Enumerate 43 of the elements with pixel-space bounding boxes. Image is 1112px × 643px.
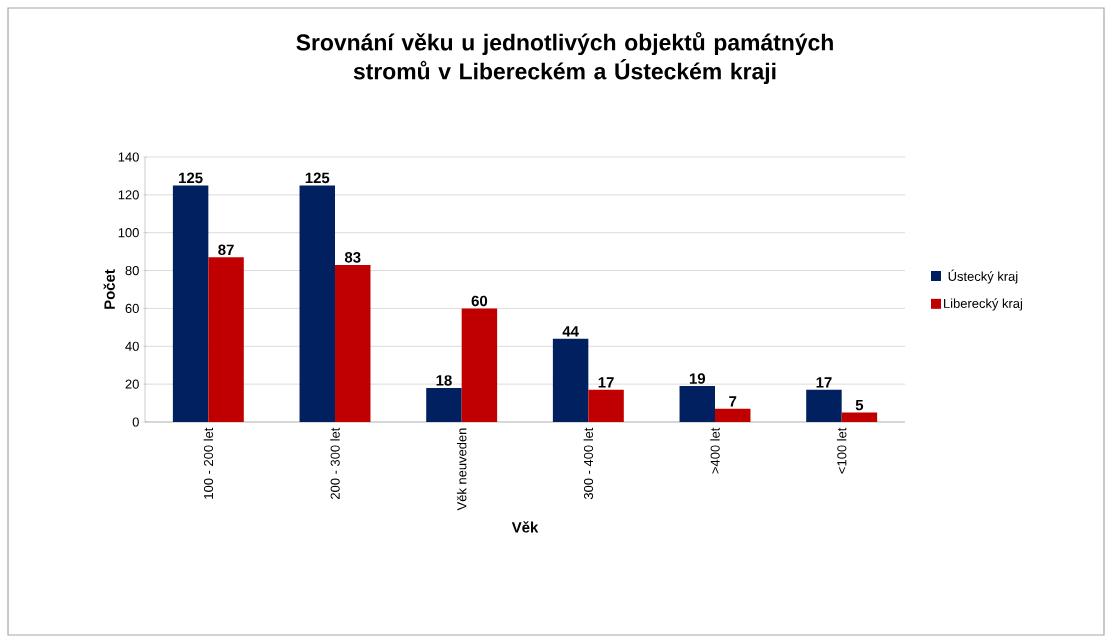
bar [335,264,371,422]
data-label: 44 [562,326,579,337]
bar [679,386,716,422]
data-label: 7 [729,396,737,407]
legend-label: Liberecký kraj [944,298,1022,311]
data-label: 83 [344,252,361,263]
bar [299,185,336,422]
bar [426,387,462,422]
bar [588,389,624,422]
data-label: 18 [436,375,452,386]
data-label: 17 [598,377,614,388]
y-tick-label: 80 [125,265,139,276]
x-tick-label: 100 - 200 let [203,427,214,499]
y-tick-label: 60 [125,303,139,313]
data-label: 60 [471,295,488,307]
y-tick-label: 140 [118,152,139,162]
x-tick-label: 200 - 300 let [330,427,340,499]
y-tick-label: 100 [118,228,139,238]
y-axis-title: Počet [103,269,115,309]
bar [208,257,244,422]
y-tick-label: 0 [132,417,139,427]
bar [715,408,751,422]
data-label: 125 [305,172,330,184]
bar [841,412,878,422]
data-label: 5 [855,399,864,411]
x-tick-label: >400 let [710,427,720,474]
y-tick-label: 40 [125,341,139,351]
y-tick-label: 20 [125,379,139,389]
y-tick-label: 120 [118,190,139,200]
bar [461,308,498,422]
data-label: 17 [816,377,832,388]
bar [806,389,842,422]
x-tick-label: Věk neuveden [456,428,467,511]
data-label: 87 [218,244,234,256]
bar [172,185,209,422]
data-label: 125 [179,172,203,184]
chart-title: Srovnání věku u jednotlivých objektů památných stromů v Libereckém a Ústeckém kraji [296,31,833,84]
x-axis-title: Věk [511,521,539,533]
x-tick-label: 300 - 400 let [583,427,594,500]
legend-label: Ústecký kraj [948,269,1018,284]
bar [552,338,589,422]
x-tick-label: <100 let [836,427,847,474]
data-label: 19 [689,373,706,384]
